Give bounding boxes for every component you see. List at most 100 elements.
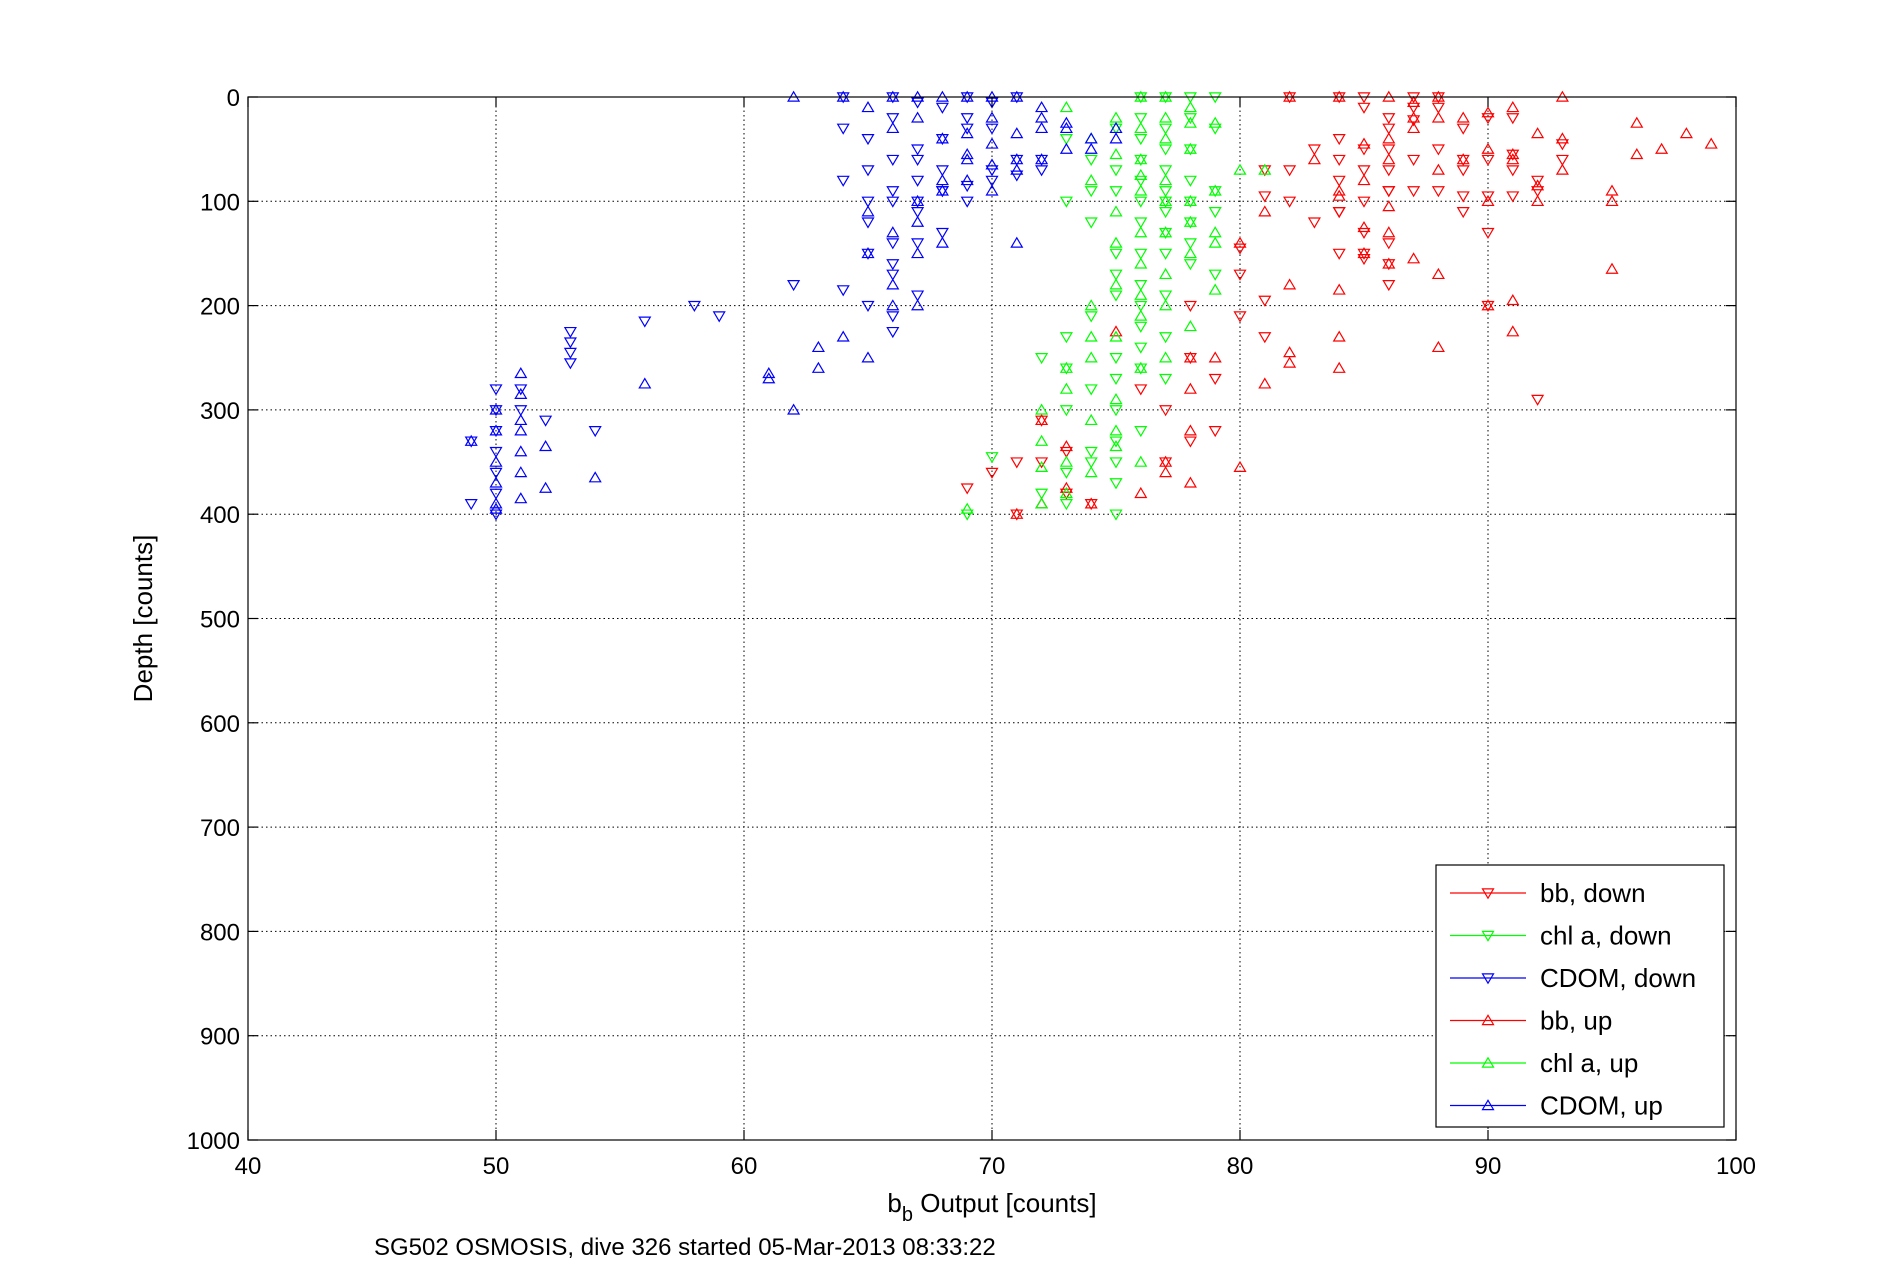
data-point xyxy=(1159,123,1173,135)
data-point xyxy=(911,238,925,250)
data-point xyxy=(1357,220,1371,233)
data-point xyxy=(1109,248,1123,260)
data-point xyxy=(464,499,478,511)
data-point xyxy=(960,502,974,514)
data-point xyxy=(1605,194,1619,207)
data-point xyxy=(539,481,553,493)
data-point xyxy=(1183,116,1197,128)
data-point xyxy=(836,175,850,187)
data-point xyxy=(1382,123,1396,135)
data-point xyxy=(1357,174,1371,186)
x-axis-ticks: 40 50 60 70 80 90 100 xyxy=(235,97,1756,1180)
data-point xyxy=(1035,121,1049,134)
data-point xyxy=(1481,142,1495,154)
data-point xyxy=(1134,300,1148,313)
data-point xyxy=(787,280,801,292)
data-point xyxy=(1134,309,1148,321)
data-point xyxy=(1531,175,1545,187)
data-point xyxy=(1183,215,1197,227)
data-point xyxy=(1258,191,1272,203)
data-point xyxy=(1134,184,1148,196)
data-point xyxy=(1084,299,1098,311)
data-point xyxy=(1357,102,1371,114)
data-point xyxy=(985,158,999,170)
y-tick-label: 200 xyxy=(200,294,240,321)
data-point xyxy=(563,326,577,339)
data-point xyxy=(1059,101,1073,113)
data-point xyxy=(960,127,974,139)
data-point xyxy=(1084,217,1098,229)
data-point xyxy=(1159,174,1173,186)
legend-label: chl a, up xyxy=(1540,1048,1638,1078)
data-point xyxy=(1382,200,1396,212)
x-tick-label: 40 xyxy=(235,1153,262,1180)
data-point xyxy=(1159,194,1173,207)
data-point xyxy=(762,372,776,384)
data-point xyxy=(1109,269,1123,281)
data-point xyxy=(861,300,875,313)
legend-entry: CDOM, down xyxy=(1450,963,1696,993)
data-point xyxy=(1084,330,1098,342)
data-point xyxy=(1332,189,1346,201)
series-1 xyxy=(960,92,1222,521)
data-point xyxy=(935,184,949,196)
legend-entry: bb, down xyxy=(1450,878,1646,908)
data-point xyxy=(1084,186,1098,198)
data-point xyxy=(886,259,900,271)
data-point xyxy=(1109,330,1123,342)
data-point xyxy=(861,101,875,113)
data-point xyxy=(1134,288,1148,300)
data-point xyxy=(1481,191,1495,203)
data-point xyxy=(1431,340,1445,353)
data-point xyxy=(1109,132,1123,144)
data-point xyxy=(1332,248,1346,260)
legend-label: bb, down xyxy=(1540,878,1646,908)
data-point xyxy=(1332,175,1346,187)
x-tick-label: 60 xyxy=(731,1153,758,1180)
data-point xyxy=(1183,259,1197,271)
data-point xyxy=(935,236,949,248)
data-point xyxy=(911,111,925,123)
data-point xyxy=(1109,147,1123,160)
data-point xyxy=(1159,248,1173,260)
data-point xyxy=(1010,163,1024,175)
data-point xyxy=(1084,311,1098,323)
data-point xyxy=(1183,320,1197,332)
data-point xyxy=(1010,236,1024,248)
data-point xyxy=(861,196,875,208)
data-point xyxy=(489,497,503,509)
data-point xyxy=(1382,186,1396,198)
data-point xyxy=(960,113,974,125)
data-point xyxy=(1332,184,1346,196)
data-point xyxy=(1134,426,1148,438)
data-point xyxy=(1183,382,1197,394)
data-point xyxy=(911,194,925,207)
data-point xyxy=(1431,267,1445,280)
data-point xyxy=(1208,426,1222,438)
data-point xyxy=(1258,205,1272,217)
y-tick-label: 300 xyxy=(200,398,240,425)
data-point xyxy=(1481,299,1495,311)
data-point xyxy=(911,175,925,187)
data-point xyxy=(489,424,503,436)
data-point xyxy=(1407,102,1421,114)
series-4 xyxy=(960,90,1272,514)
data-point xyxy=(811,340,825,353)
data-point xyxy=(1233,311,1247,323)
data-point xyxy=(1134,486,1148,499)
data-point xyxy=(1109,393,1123,405)
data-point xyxy=(1035,353,1049,365)
data-point xyxy=(960,483,974,495)
data-point xyxy=(1208,236,1222,248)
data-point xyxy=(1208,373,1222,386)
data-point xyxy=(1431,144,1445,156)
data-point xyxy=(762,366,776,379)
data-point xyxy=(1506,101,1520,113)
data-point xyxy=(1233,269,1247,281)
data-point xyxy=(1134,196,1148,208)
data-point xyxy=(1035,403,1049,415)
legend: bb, down chl a, down CDOM, down bb, up chl a… xyxy=(1435,864,1725,1128)
data-point xyxy=(836,285,850,297)
data-point xyxy=(489,467,503,479)
legend-marker xyxy=(1481,888,1495,900)
